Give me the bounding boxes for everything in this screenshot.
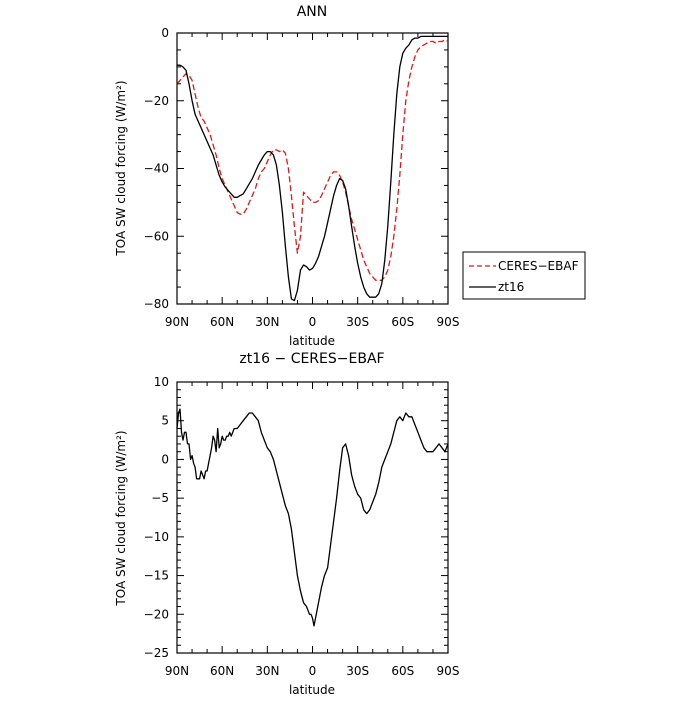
top-panel-title: ANN bbox=[297, 4, 328, 20]
y-tick-label: 5 bbox=[161, 414, 169, 428]
y-tick-label: 0 bbox=[161, 26, 169, 40]
x-tick-label: 60N bbox=[210, 315, 234, 329]
y-tick-label: −60 bbox=[144, 229, 169, 243]
y-tick-label: −40 bbox=[144, 162, 169, 176]
y-tick-label: −20 bbox=[144, 607, 169, 621]
y-tick-label: −80 bbox=[144, 297, 169, 311]
x-tick-label: 30S bbox=[346, 315, 369, 329]
x-tick-label: 30N bbox=[255, 664, 279, 678]
x-tick-label: 60S bbox=[391, 664, 414, 678]
x-tick-label: 90N bbox=[165, 315, 189, 329]
top-panel-ylabel: TOA SW cloud forcing (W/m²) bbox=[114, 80, 128, 256]
legend-label-zt16: zt16 bbox=[498, 280, 524, 294]
y-tick-label: −25 bbox=[144, 646, 169, 660]
y-tick-label: −10 bbox=[144, 530, 169, 544]
zt16-series-line bbox=[177, 35, 448, 302]
bottom-panel-xlabel: latitude bbox=[289, 683, 335, 697]
legend: CERES−EBAF zt16 bbox=[462, 251, 586, 300]
x-tick-label: 90N bbox=[165, 664, 189, 678]
top-panel: ANN 90N 60N 30N 0 30S 60S 90S 0 −20 −40 −60 −80 lat… bbox=[114, 4, 586, 348]
x-tick-label: 90S bbox=[437, 315, 460, 329]
legend-label-ceres: CERES−EBAF bbox=[498, 259, 579, 273]
legend-box bbox=[462, 251, 586, 300]
bottom-panel: zt16 − CERES−EBAF 90N 60N 30N 0 30S 60S 90S 10 5… bbox=[114, 351, 459, 697]
x-tick-label: 90S bbox=[437, 664, 460, 678]
y-tick-label: 10 bbox=[154, 375, 169, 389]
x-tick-label: 30S bbox=[346, 664, 369, 678]
difference-series-line bbox=[176, 408, 449, 627]
x-tick-label: 0 bbox=[309, 664, 317, 678]
y-tick-label: 0 bbox=[161, 452, 169, 466]
y-tick-label: −15 bbox=[144, 569, 169, 583]
bottom-panel-title: zt16 − CERES−EBAF bbox=[239, 351, 384, 367]
x-tick-label: 60S bbox=[391, 315, 414, 329]
ceres-ebaf-series-line bbox=[176, 39, 449, 281]
x-tick-label: 30N bbox=[255, 315, 279, 329]
x-tick-label: 0 bbox=[309, 315, 317, 329]
y-tick-label: −5 bbox=[151, 491, 169, 505]
top-panel-xlabel: latitude bbox=[289, 334, 335, 348]
bottom-panel-frame bbox=[176, 381, 449, 654]
x-tick-label: 60N bbox=[210, 664, 234, 678]
bottom-panel-ylabel: TOA SW cloud forcing (W/m²) bbox=[114, 430, 128, 606]
y-tick-label: −20 bbox=[144, 94, 169, 108]
